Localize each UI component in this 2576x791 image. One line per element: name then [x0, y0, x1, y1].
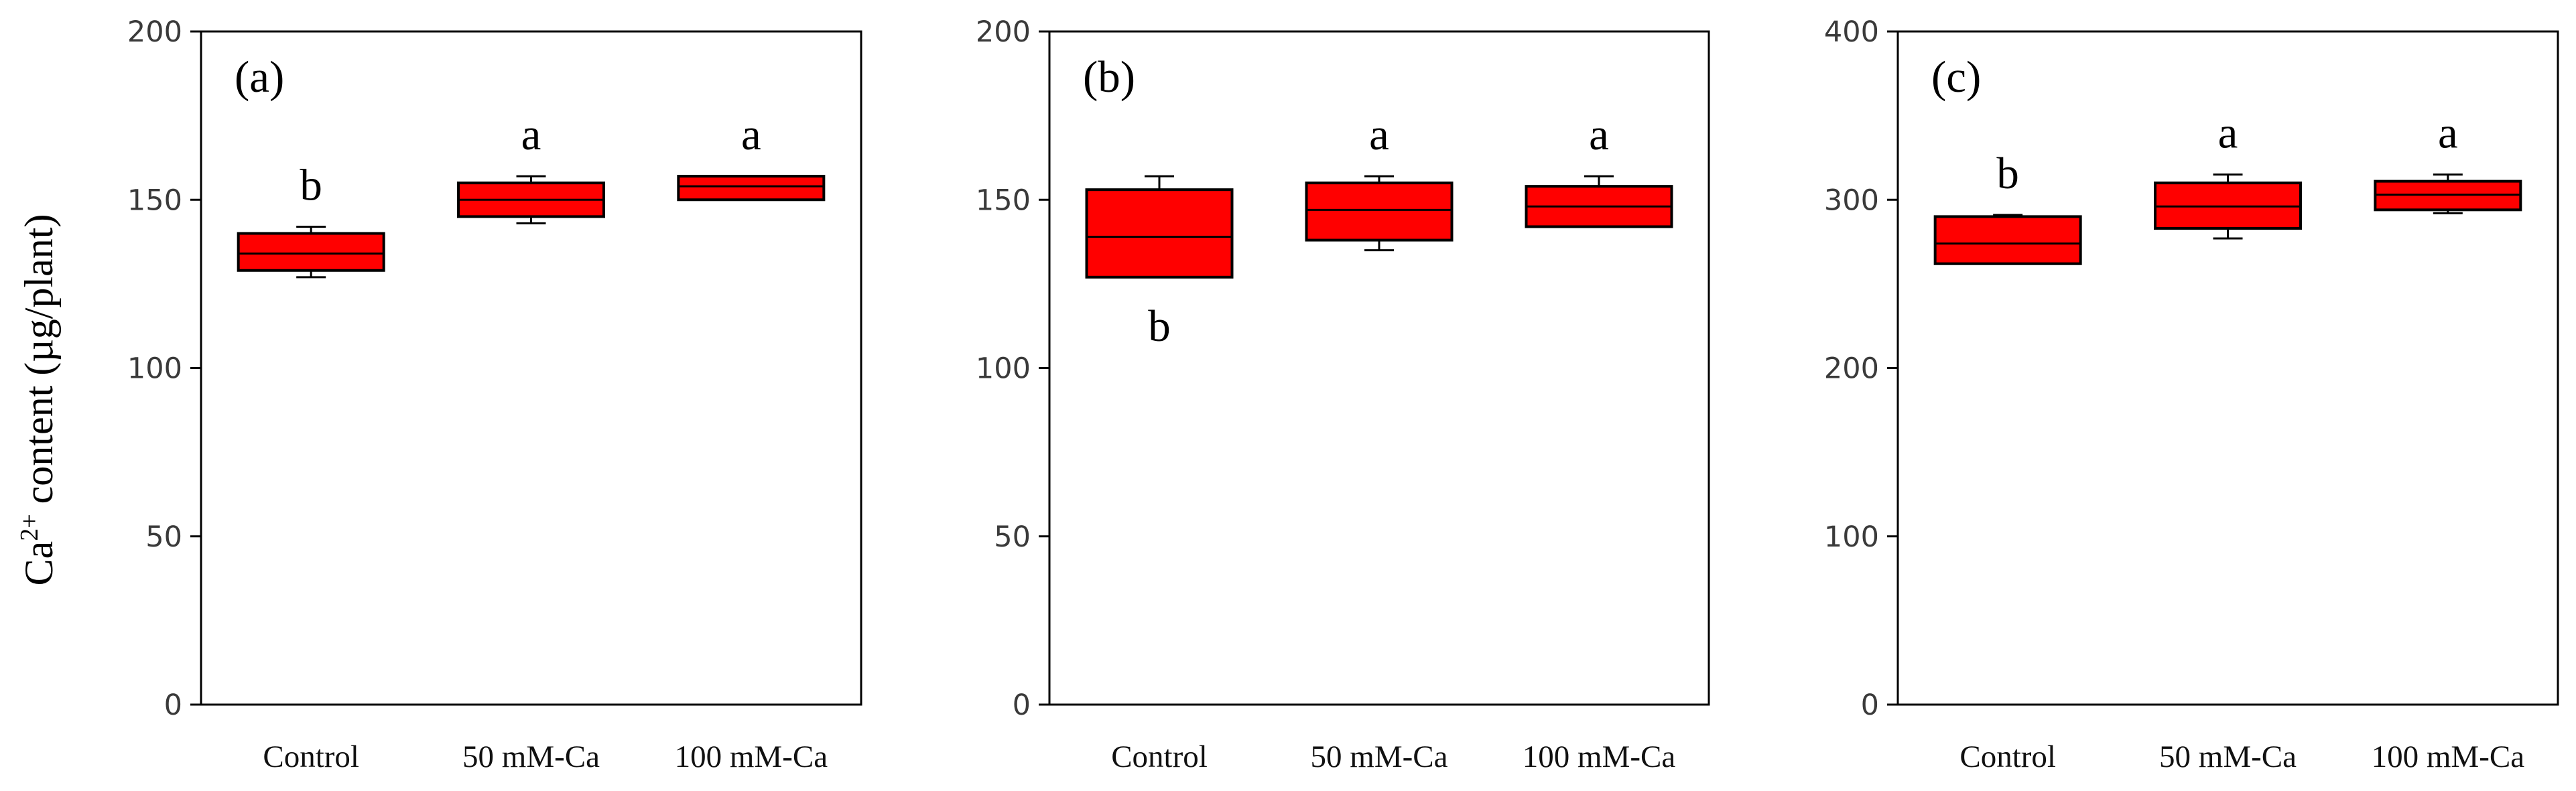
box-2 [1305, 182, 1454, 242]
box-3 [677, 175, 826, 202]
y-tick-label: 300 [1824, 184, 1879, 217]
panel-b: 0 50 100 150 200 (b) b Control a 50 mM-Ca a 100 mM-… [976, 15, 1710, 774]
significance-letter: a [2218, 109, 2238, 158]
y-tick-label: 0 [164, 689, 182, 722]
box-1 [1085, 188, 1234, 279]
x-category-label: 50 mM-Ca [462, 739, 600, 774]
significance-letter: a [521, 110, 541, 159]
x-category-label: Control [263, 739, 359, 774]
y-tick-label: 50 [994, 520, 1031, 554]
y-tick-label: 200 [127, 15, 182, 49]
y-tick-label: 50 [145, 520, 182, 554]
significance-letter: b [300, 160, 322, 210]
significance-letter: b [1996, 149, 2019, 198]
y-tick-label: 0 [1861, 689, 1879, 722]
y-axis-label: Ca2+ content (µg/plant) [15, 214, 61, 586]
x-category-label: Control [1111, 739, 1208, 774]
x-category-label: 50 mM-Ca [1311, 739, 1448, 774]
y-tick-label: 100 [127, 352, 182, 386]
y-axis-label-suffix: content (µg/plant) [17, 214, 61, 514]
panel-a: 0 50 100 150 200 (a) b Control a 50 mM-Ca a 100 mM-… [127, 15, 862, 774]
significance-letter: a [2438, 109, 2458, 158]
x-category-label: 100 mM-Ca [2372, 739, 2525, 774]
panel-label: (b) [1083, 52, 1135, 102]
panel-label: (c) [1931, 52, 1981, 102]
significance-letter: a [1369, 110, 1389, 159]
x-category-label: Control [1959, 739, 2056, 774]
x-category-label: 100 mM-Ca [675, 739, 828, 774]
y-axis-label-prefix: Ca [17, 541, 61, 586]
panel-c: 0 100 200 300 400 (c) b Control a 50 mM-Ca a 100 mM… [1824, 15, 2559, 774]
x-category-label: 100 mM-Ca [1523, 739, 1676, 774]
y-tick-label: 100 [1824, 520, 1879, 554]
panel-label: (a) [235, 52, 284, 102]
y-tick-label: 100 [976, 352, 1031, 386]
y-tick-label: 0 [1013, 689, 1031, 722]
significance-letter: a [741, 110, 761, 159]
y-tick-label: 400 [1824, 15, 1879, 49]
y-tick-label: 150 [976, 184, 1031, 217]
significance-letter: b [1148, 301, 1171, 351]
significance-letter: a [1589, 110, 1609, 159]
box-1 [237, 232, 385, 272]
y-tick-label: 150 [127, 184, 182, 217]
x-category-label: 50 mM-Ca [2159, 739, 2297, 774]
y-tick-label: 200 [976, 15, 1031, 49]
box-1 [1933, 215, 2082, 265]
y-tick-label: 200 [1824, 352, 1879, 386]
y-axis-label-superscript: 2+ [15, 514, 44, 541]
